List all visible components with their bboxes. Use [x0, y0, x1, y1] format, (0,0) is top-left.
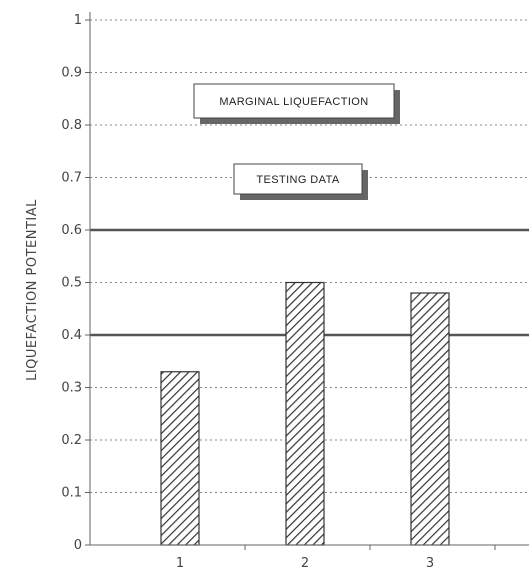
x-tick-label: 1 [176, 556, 184, 571]
annotation-testing-data: TESTING DATA [233, 163, 368, 200]
annotation-marginal-liquefaction: MARGINAL LIQUEFACTION [193, 83, 400, 124]
y-tick-label: 0.3 [61, 381, 82, 396]
x-tick-label: 3 [426, 556, 434, 571]
y-tick-label: 0 [74, 538, 82, 553]
y-tick-label: 0.4 [61, 328, 82, 343]
x-tick-label: 2 [301, 556, 309, 571]
y-tick-label: 0.8 [61, 118, 82, 133]
y-tick-labels: 0 0.1 0.2 0.3 0.4 0.5 0.6 0.7 0.8 0.9 1 [61, 13, 90, 553]
y-tick-label: 0.5 [61, 276, 82, 291]
bar-3 [410, 292, 450, 546]
y-axis-label: LIQUEFACTION POTENTIAL [25, 199, 40, 381]
annotation-text: MARGINAL LIQUEFACTION [219, 96, 368, 108]
y-tick-label: 0.7 [61, 171, 82, 186]
y-tick-label: 0.2 [61, 433, 82, 448]
y-tick-label: 0.6 [61, 223, 82, 238]
y-tick-label: 0.9 [61, 66, 82, 81]
bars [160, 281, 450, 546]
y-tick-label: 0.1 [61, 486, 82, 501]
annotation-text: TESTING DATA [256, 174, 339, 186]
bar-1 [160, 371, 200, 546]
bar-2 [285, 281, 325, 546]
y-tick-label: 1 [74, 13, 82, 28]
x-tick-labels: 1 2 3 [176, 545, 496, 571]
